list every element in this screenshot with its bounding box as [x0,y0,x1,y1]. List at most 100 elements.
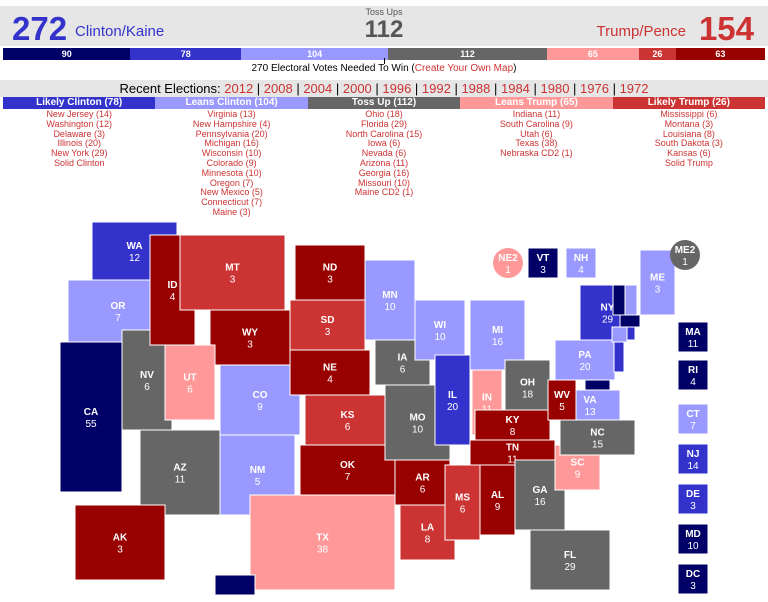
state-UT[interactable] [164,344,216,421]
state-TX[interactable] [249,494,396,591]
create-map-link[interactable]: Create Your Own Map [414,63,514,74]
state-ev: 11 [175,475,186,486]
state-WV[interactable] [547,379,577,421]
state-list-item[interactable]: Indiana (11) [512,109,561,119]
state-NE[interactable] [289,349,371,396]
state-list-item[interactable]: South Carolina (9) [499,118,573,129]
state-list-item[interactable]: Maine CD2 (1) [354,187,414,198]
state-list-item[interactable]: New Mexico (5) [200,187,263,198]
state-WY[interactable] [209,309,291,366]
state-list-item[interactable]: Nebraska CD2 (1) [500,148,573,159]
election-link-1984[interactable]: 1984 [500,81,530,96]
state-label: MS [455,493,470,504]
state-list-item[interactable]: Colorado (9) [206,157,257,168]
state-ev: 55 [85,419,97,430]
state-MT[interactable] [179,234,286,311]
state-AK[interactable] [74,504,166,581]
election-link-1976[interactable]: 1976 [580,81,609,96]
state-list-item[interactable]: Arizona (11) [359,157,409,168]
state-PA[interactable] [554,339,616,381]
state-list-item[interactable]: Mississippi (6) [660,109,718,119]
state-list-item[interactable]: Delaware (3) [53,128,105,139]
small-state-shape[interactable] [584,379,611,391]
state-KS[interactable] [304,394,391,446]
state-CO[interactable] [219,364,301,436]
box-ev: 4 [578,265,584,276]
small-state-shape[interactable] [619,314,641,328]
state-list-item[interactable]: Solid Trump [664,157,713,168]
state-NC[interactable] [559,419,636,456]
state-list-item[interactable]: New Jersey (14) [46,109,112,119]
state-list-item[interactable]: Connecticut (7) [201,197,263,208]
election-link-2008[interactable]: 2008 [263,81,293,96]
box-ev: 3 [540,265,546,276]
state-list-item[interactable]: Illinois (20) [57,138,101,149]
state-list-item[interactable]: Pennsylvania (20) [195,128,268,139]
election-link-1988[interactable]: 1988 [461,81,491,96]
state-list-item[interactable]: Virginia (13) [207,109,256,119]
box-ME2[interactable] [670,240,700,270]
box-NH[interactable] [565,247,597,279]
box-DE[interactable] [677,483,709,515]
state-AZ[interactable] [139,429,221,516]
state-list-item[interactable]: South Dakota (3) [654,138,723,149]
bar-segment-tossup: 112 [388,48,547,60]
box-MD[interactable] [677,523,709,555]
state-list-item[interactable]: North Carolina (15) [345,128,423,139]
election-link-2000[interactable]: 2000 [342,81,372,96]
state-list-item[interactable]: New Hampshire (4) [192,118,271,129]
state-list-item[interactable]: Kansas (6) [667,148,711,159]
state-list-item[interactable]: Maine (3) [212,206,251,217]
state-list-item[interactable]: Utah (6) [520,128,553,139]
state-list-item[interactable]: Solid Clinton [53,157,105,168]
state-list-item[interactable]: Louisiana (8) [662,128,715,139]
state-list-item[interactable]: Wisconsin (10) [201,148,262,159]
box-CT[interactable] [677,403,709,435]
state-list-item[interactable]: Michigan (16) [204,138,259,149]
small-state-shape[interactable] [612,284,626,316]
state-KY[interactable] [474,409,551,441]
state-IL[interactable] [434,354,471,446]
state-list-item[interactable]: Iowa (6) [367,138,401,149]
small-state-shape[interactable] [611,326,628,343]
box-MA[interactable] [677,321,709,353]
state-list-item[interactable]: Florida (29) [361,118,408,129]
box-DC[interactable] [677,563,709,595]
state-ME[interactable] [639,249,676,316]
state-label: MN [382,290,398,301]
state-MN[interactable] [364,259,416,341]
small-state-shape[interactable] [613,341,625,373]
election-link-1992[interactable]: 1992 [421,81,451,96]
state-ev: 5 [559,402,565,413]
box-RI[interactable] [677,359,709,391]
state-list-item[interactable]: Missouri (10) [358,177,411,188]
state-list-item[interactable]: Ohio (18) [365,109,403,119]
state-list-item[interactable]: Minnesota (10) [201,167,262,178]
box-VT[interactable] [527,247,559,279]
state-list-item[interactable]: Montana (3) [664,118,714,129]
election-link-1980[interactable]: 1980 [540,81,570,96]
state-OK[interactable] [299,444,396,496]
state-list-item[interactable]: Oregon (7) [209,177,254,188]
state-FL[interactable] [529,529,611,591]
box-NE2[interactable] [493,248,523,278]
state-CA[interactable] [59,341,123,493]
election-link-1972[interactable]: 1972 [619,81,649,96]
state-MS[interactable] [444,464,481,541]
state-list-item[interactable]: Georgia (16) [358,167,410,178]
state-ND[interactable] [294,244,366,301]
state-list-item[interactable]: Texas (38) [515,138,558,149]
state-list-item[interactable]: Nevada (6) [361,148,407,159]
state-label: AR [415,473,430,484]
election-link-2012[interactable]: 2012 [224,81,254,96]
state-AL[interactable] [479,464,516,536]
election-link-1996[interactable]: 1996 [382,81,412,96]
small-state-shape[interactable] [624,284,638,316]
state-label: WY [242,328,258,339]
box-NJ[interactable] [677,443,709,475]
election-link-2004[interactable]: 2004 [303,81,333,96]
state-list-item[interactable]: Washington (12) [46,118,113,129]
box-ev: 3 [690,501,696,512]
state-list-item[interactable]: New York (29) [50,148,108,159]
state-HI[interactable] [214,574,256,596]
